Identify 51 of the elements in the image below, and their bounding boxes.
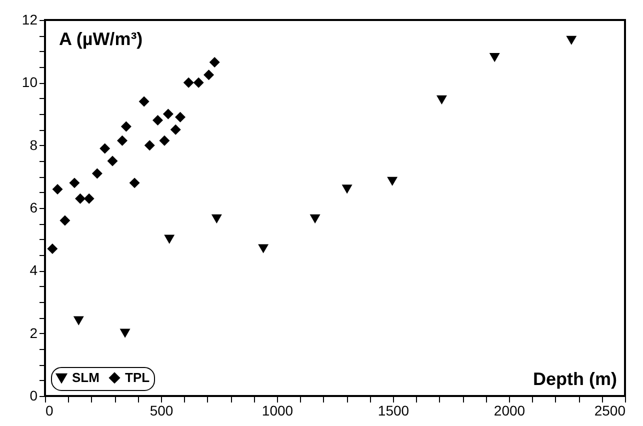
legend-label: SLM	[72, 370, 100, 386]
point	[107, 156, 118, 166]
point	[75, 193, 86, 204]
point	[120, 121, 132, 132]
y-tick-label: 12	[22, 12, 38, 28]
point	[211, 214, 222, 224]
y-tick-label: 8	[30, 136, 38, 153]
point	[209, 57, 220, 68]
point	[310, 214, 320, 224]
point	[175, 112, 186, 122]
x-tick-label: 2000	[494, 402, 526, 418]
point	[47, 243, 58, 254]
y-axis-title: A (µW/m³)	[59, 29, 143, 49]
point	[159, 135, 170, 146]
point	[436, 95, 447, 104]
point	[489, 53, 500, 62]
point	[144, 140, 155, 151]
point	[183, 77, 194, 88]
y-tick-label: 0	[30, 388, 38, 404]
point	[342, 184, 352, 194]
point	[52, 184, 63, 194]
point	[138, 96, 150, 107]
point	[120, 328, 130, 338]
x-axis-title: Depth (m)	[533, 369, 617, 389]
point	[258, 244, 269, 254]
point	[162, 108, 174, 120]
y-tick-label: 2	[30, 324, 38, 341]
point	[100, 143, 110, 154]
x-tick-label: 2500	[594, 402, 626, 418]
x-tick-label: 1500	[378, 402, 410, 418]
point	[164, 234, 175, 244]
point	[152, 115, 163, 126]
x-tick-label: 1000	[262, 402, 294, 418]
point	[69, 178, 80, 188]
point	[204, 70, 214, 80]
y-tick-label: 4	[30, 262, 38, 278]
point	[60, 215, 70, 226]
point	[129, 178, 140, 188]
point	[73, 316, 84, 326]
x-tick-label: 500	[150, 402, 174, 418]
point	[566, 36, 577, 45]
legend-label: TPL	[125, 370, 150, 385]
point	[170, 124, 181, 135]
point	[387, 176, 398, 186]
point	[84, 193, 94, 204]
point	[193, 77, 204, 88]
point	[117, 135, 128, 146]
x-tick-label: 0	[46, 402, 54, 418]
y-tick-label: 6	[30, 200, 38, 216]
y-tick-label: 10	[22, 74, 38, 90]
point	[92, 168, 102, 179]
